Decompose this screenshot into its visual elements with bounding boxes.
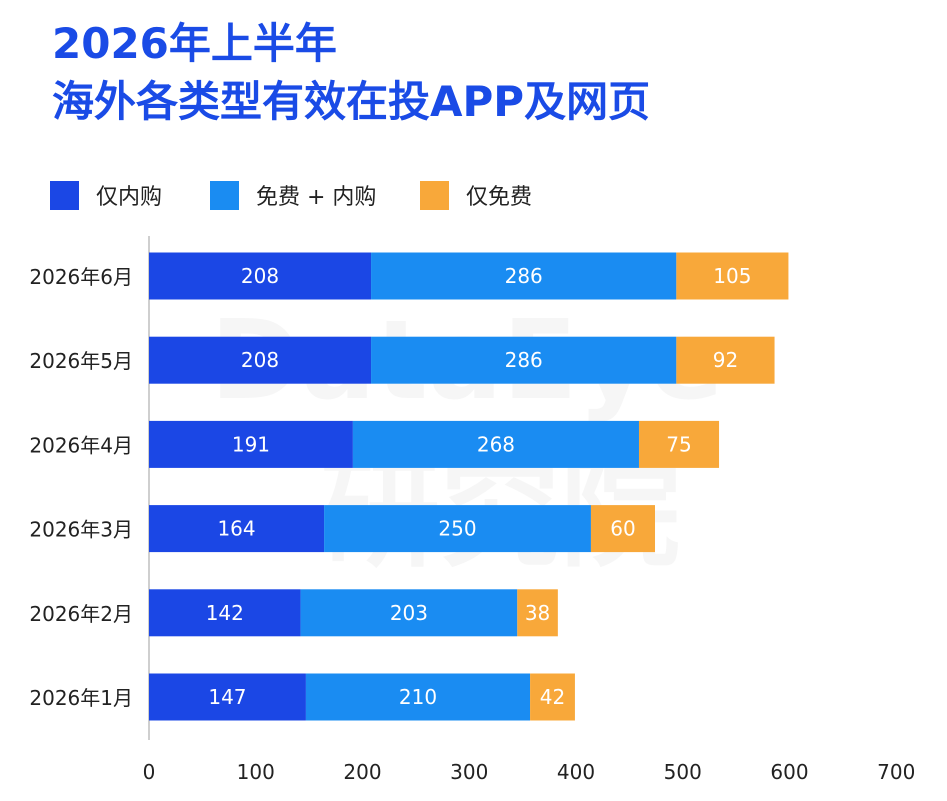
legend-item-2: 免费 + 内购 (210, 177, 376, 213)
bar-value-label: 42 (540, 685, 565, 709)
bar-segment (149, 336, 372, 384)
legend-label-1: 仅内购 (96, 185, 163, 210)
bar-segment (352, 420, 639, 468)
bar-value-label: 147 (208, 685, 246, 709)
y-category-label: 2026年2月 (29, 602, 133, 626)
legend-swatch-2 (210, 180, 239, 210)
legend-swatch-3 (420, 180, 449, 210)
legend-item-3: 仅免费 (420, 177, 532, 213)
bar-segment (149, 589, 301, 637)
bar-segment (371, 336, 677, 384)
bar-value-label: 286 (505, 348, 543, 372)
chart-title-line-2: 海外各类型有效在投APP及网页 (52, 77, 651, 126)
bar-segment (324, 505, 591, 553)
x-tick-label: 500 (664, 760, 702, 784)
x-tick-label: 400 (557, 760, 595, 784)
bar-value-label: 208 (241, 348, 279, 372)
bar-value-label: 38 (525, 601, 550, 625)
x-tick-label: 600 (770, 760, 808, 784)
y-category-label: 2026年6月 (29, 265, 133, 289)
bar-segment (517, 589, 558, 637)
y-category-label: 2026年5月 (29, 349, 133, 373)
legend-label-2: 免费 + 内购 (256, 185, 377, 210)
bar-value-label: 142 (206, 601, 244, 625)
y-category-label: 2026年4月 (29, 433, 133, 457)
bar-value-label: 92 (713, 348, 738, 372)
bar-value-label: 203 (390, 601, 428, 625)
bar-value-label: 164 (217, 517, 255, 541)
x-tick-label: 200 (343, 760, 381, 784)
legend-label-3: 仅免费 (466, 185, 533, 210)
y-category-label: 2026年3月 (29, 518, 133, 542)
legend-item-1: 仅内购 (50, 177, 162, 213)
bar-value-label: 60 (610, 517, 635, 541)
chart-title-line-1: 2026年上半年 (52, 19, 337, 68)
y-category-label: 2026年1月 (29, 686, 133, 710)
bar-segment (676, 336, 775, 384)
bar-value-label: 75 (666, 432, 691, 456)
bar-value-label: 268 (477, 432, 515, 456)
bar-value-label: 191 (232, 432, 270, 456)
bar-segment (371, 252, 677, 300)
legend-swatch-1 (50, 180, 79, 210)
bar-segment (676, 252, 789, 300)
bar-segment (300, 589, 518, 637)
bar-value-label: 208 (241, 264, 279, 288)
bar-segment (530, 673, 575, 721)
bar-segment (149, 252, 372, 300)
bar-value-label: 210 (399, 685, 437, 709)
bar-segment (305, 673, 531, 721)
x-tick-label: 300 (450, 760, 488, 784)
x-tick-label: 0 (143, 760, 156, 784)
bar-value-label: 250 (438, 517, 476, 541)
bar-segment (638, 420, 720, 468)
bar-value-label: 105 (713, 264, 751, 288)
bar-segment (149, 420, 353, 468)
x-tick-label: 700 (877, 760, 915, 784)
bar-value-label: 286 (505, 264, 543, 288)
bar-segment (149, 505, 325, 553)
bar-segment (590, 505, 655, 553)
x-tick-label: 100 (237, 760, 275, 784)
bar-segment (149, 673, 306, 721)
